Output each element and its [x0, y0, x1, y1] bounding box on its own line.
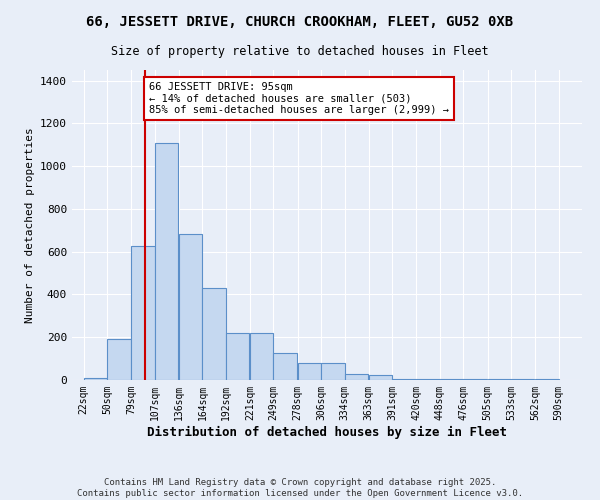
Bar	[84, 378, 107, 380]
Bar	[344, 374, 368, 380]
Bar	[131, 246, 155, 380]
Text: 66 JESSETT DRIVE: 95sqm
← 14% of detached houses are smaller (503)
85% of semi-d: 66 JESSETT DRIVE: 95sqm ← 14% of detache…	[149, 82, 449, 115]
Bar	[179, 234, 202, 380]
Y-axis label: Number of detached properties: Number of detached properties	[25, 127, 35, 323]
Text: Contains HM Land Registry data © Crown copyright and database right 2025.
Contai: Contains HM Land Registry data © Crown c…	[77, 478, 523, 498]
Text: Size of property relative to detached houses in Fleet: Size of property relative to detached ho…	[111, 45, 489, 58]
Text: 66, JESSETT DRIVE, CHURCH CROOKHAM, FLEET, GU52 0XB: 66, JESSETT DRIVE, CHURCH CROOKHAM, FLEE…	[86, 15, 514, 29]
Bar	[298, 363, 321, 380]
Bar	[202, 288, 226, 380]
Bar	[369, 374, 392, 380]
Bar	[440, 379, 463, 380]
Bar	[155, 142, 178, 380]
Bar	[107, 340, 131, 380]
Bar	[463, 379, 487, 380]
Bar	[226, 333, 249, 380]
Bar	[274, 354, 297, 380]
Bar	[321, 363, 344, 380]
Bar	[250, 333, 274, 380]
X-axis label: Distribution of detached houses by size in Fleet: Distribution of detached houses by size …	[147, 426, 507, 438]
Bar	[488, 379, 511, 380]
Bar	[416, 379, 440, 380]
Bar	[392, 379, 416, 380]
